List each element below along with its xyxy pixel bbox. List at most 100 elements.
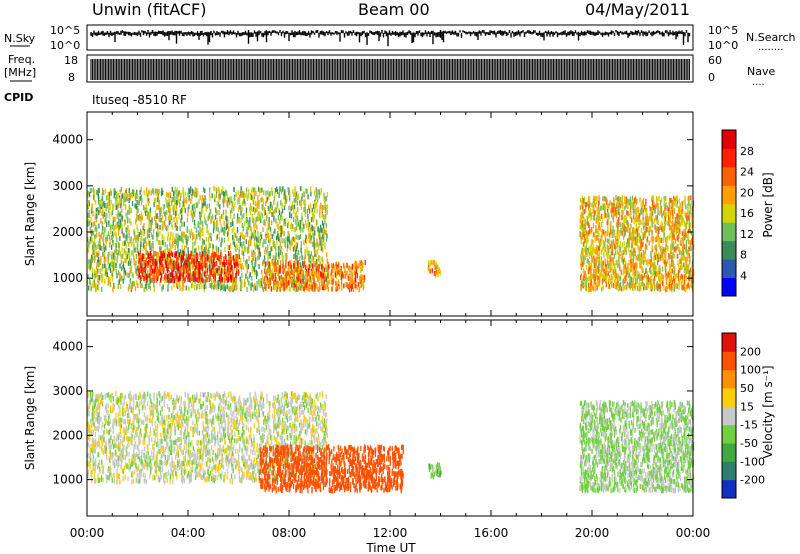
data-cell — [601, 246, 603, 252]
data-cell — [660, 279, 662, 285]
data-cell — [593, 214, 596, 220]
data-cell — [630, 210, 632, 216]
data-cell — [686, 233, 688, 239]
data-cell — [285, 285, 287, 291]
data-cell — [125, 189, 127, 195]
data-cell — [166, 274, 168, 280]
data-cell — [295, 191, 298, 197]
data-cell — [316, 241, 318, 247]
data-cell — [154, 275, 157, 281]
data-cell — [94, 221, 96, 227]
data-cell — [641, 209, 643, 215]
data-cell — [668, 211, 670, 217]
data-cell — [243, 213, 245, 219]
data-cell — [157, 197, 160, 203]
data-cell — [317, 242, 319, 248]
data-cell — [254, 252, 256, 257]
data-cell — [639, 197, 641, 203]
data-cell — [625, 249, 627, 255]
data-cell — [105, 264, 107, 270]
data-cell — [115, 196, 117, 202]
data-cell — [645, 267, 647, 273]
data-cell — [130, 236, 132, 242]
data-cell — [174, 245, 176, 250]
data-cell — [242, 234, 244, 240]
data-cell — [179, 285, 181, 291]
data-cell — [120, 214, 123, 220]
data-cell — [116, 195, 118, 201]
data-cell — [306, 282, 308, 288]
data-cell — [612, 283, 615, 289]
data-cell — [117, 226, 120, 232]
data-cell — [658, 196, 660, 202]
data-cell — [308, 238, 310, 244]
data-cell — [260, 234, 263, 240]
data-cell — [196, 270, 198, 276]
data-cell — [684, 228, 686, 233]
data-cell — [97, 199, 100, 205]
data-cell — [147, 250, 149, 256]
data-cell — [265, 286, 267, 292]
data-cell — [269, 208, 272, 214]
data-cell — [240, 210, 242, 216]
data-cell — [664, 208, 666, 214]
data-cell — [214, 276, 216, 282]
data-cell — [615, 213, 618, 219]
data-cell — [642, 198, 645, 203]
data-cell — [318, 272, 320, 278]
data-cell — [326, 258, 328, 264]
data-cell — [157, 194, 160, 200]
data-cell — [295, 225, 298, 231]
data-cell — [216, 188, 218, 194]
data-cell — [186, 217, 189, 223]
data-cell — [636, 278, 638, 284]
data-cell — [351, 284, 353, 290]
freq-tick-bottom: 8 — [68, 71, 75, 84]
freq-tick-top: 18 — [64, 54, 78, 67]
data-cell — [428, 266, 430, 272]
data-cell — [156, 231, 158, 237]
data-cell — [143, 190, 145, 196]
data-cell — [278, 275, 281, 281]
data-cell — [632, 205, 634, 210]
data-cell — [672, 277, 674, 283]
data-cell — [674, 283, 676, 289]
data-cell — [211, 252, 213, 258]
data-cell — [616, 219, 618, 225]
data-cell — [632, 207, 635, 213]
data-cell — [617, 227, 619, 233]
data-cell — [280, 232, 282, 238]
data-cell — [285, 275, 288, 281]
data-cell — [175, 199, 177, 205]
data-cell — [210, 264, 212, 270]
data-cell — [185, 263, 187, 269]
data-cell — [283, 265, 285, 270]
data-cell — [150, 270, 152, 276]
data-cell — [230, 260, 232, 266]
data-cell — [671, 243, 673, 249]
data-cell — [121, 264, 124, 270]
data-cell — [172, 206, 174, 212]
data-cell — [103, 245, 105, 251]
data-cell — [188, 196, 190, 202]
data-cell — [166, 202, 168, 208]
data-cell — [616, 236, 618, 242]
data-cell — [596, 245, 599, 251]
data-cell — [643, 283, 645, 289]
data-cell — [116, 273, 118, 279]
data-cell — [686, 253, 689, 259]
data-cell — [320, 236, 322, 242]
data-cell — [437, 267, 439, 273]
data-cell — [662, 255, 664, 261]
data-cell — [171, 285, 173, 291]
data-cell — [298, 274, 300, 280]
data-cell — [130, 261, 132, 267]
data-cell — [661, 266, 664, 272]
data-cell — [201, 262, 203, 268]
data-cell — [109, 204, 111, 210]
data-cell — [653, 202, 655, 207]
data-cell — [664, 237, 667, 243]
data-cell — [151, 255, 153, 261]
data-cell — [689, 267, 691, 273]
data-cell — [278, 192, 280, 198]
